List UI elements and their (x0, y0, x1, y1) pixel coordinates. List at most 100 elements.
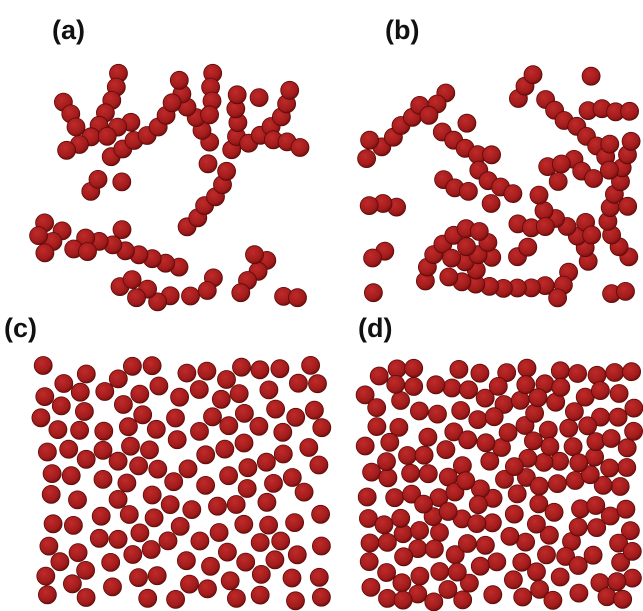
particle (588, 366, 606, 384)
particle (251, 361, 269, 379)
particle (610, 385, 628, 403)
particle (360, 553, 378, 571)
particle (459, 431, 477, 449)
particle (130, 457, 148, 475)
particle (448, 563, 466, 581)
particle (482, 195, 500, 213)
particle (378, 453, 396, 471)
particle (527, 515, 545, 533)
particle (489, 377, 507, 395)
particle (109, 490, 127, 508)
particle (167, 590, 185, 608)
particle (246, 246, 264, 264)
particle (199, 580, 217, 598)
particle (291, 139, 309, 157)
particle (167, 409, 185, 427)
particle (457, 472, 475, 490)
particle (128, 289, 146, 307)
particle (358, 150, 376, 168)
particle (42, 485, 60, 503)
particle (36, 244, 54, 262)
particle (364, 284, 382, 302)
particle (427, 376, 445, 394)
particle (504, 185, 522, 203)
particle (608, 573, 626, 591)
particle (310, 456, 328, 474)
particle (220, 417, 238, 435)
particle (113, 221, 131, 239)
particle (71, 383, 89, 401)
particle (130, 569, 148, 587)
particle (625, 422, 643, 440)
particle (601, 135, 619, 153)
particle (89, 170, 107, 188)
particle (109, 530, 127, 548)
particle (38, 586, 56, 604)
particle (60, 440, 78, 458)
particle (460, 381, 478, 399)
particle (361, 131, 379, 149)
particle (470, 223, 488, 241)
particle (431, 524, 449, 542)
panel-label: (a) (52, 15, 85, 45)
particle (387, 375, 405, 393)
page: (a) (b) (c) (d) (() => { const data = JS… (0, 0, 643, 611)
particle (458, 535, 476, 553)
particle (541, 438, 559, 456)
particle (309, 375, 327, 393)
particle (218, 371, 236, 389)
particle (368, 418, 386, 436)
particle (443, 249, 461, 267)
particle (30, 227, 48, 245)
particle (501, 527, 519, 545)
particle (618, 439, 636, 457)
particle (283, 569, 301, 587)
particle (143, 486, 161, 504)
particle (159, 532, 177, 550)
particle (469, 411, 487, 429)
figure: (a) (b) (c) (d) (0, 0, 643, 611)
particle (513, 553, 531, 571)
particle (313, 419, 331, 437)
particle (572, 500, 590, 518)
particle (271, 360, 289, 378)
particle (235, 515, 253, 533)
particle (549, 289, 567, 307)
particle (524, 432, 542, 450)
particle (98, 127, 116, 145)
particle (181, 575, 199, 593)
particle (289, 289, 307, 307)
particle (621, 102, 639, 120)
particle (459, 182, 477, 200)
particle (109, 452, 127, 470)
particle (471, 557, 489, 575)
particle (274, 423, 292, 441)
particle (606, 364, 624, 382)
particle (218, 162, 236, 180)
particle (393, 574, 411, 592)
particle (394, 525, 412, 543)
particle (454, 591, 472, 609)
particle (79, 243, 97, 261)
particle (583, 226, 601, 244)
particle (601, 459, 619, 477)
particle (395, 548, 413, 566)
particle (210, 524, 228, 542)
particle (120, 506, 138, 524)
particle (233, 358, 251, 376)
particle (302, 356, 320, 374)
particle (375, 516, 393, 534)
particle (204, 408, 222, 426)
panel-label: (c) (4, 313, 37, 343)
particle (312, 588, 330, 606)
particle (237, 553, 255, 571)
particle (123, 357, 141, 375)
particle (611, 478, 629, 496)
particle (471, 364, 489, 382)
particle (251, 534, 269, 552)
particle (511, 391, 529, 409)
particle (405, 378, 423, 396)
particle (517, 376, 535, 394)
particle (518, 359, 536, 377)
particle (411, 567, 429, 585)
